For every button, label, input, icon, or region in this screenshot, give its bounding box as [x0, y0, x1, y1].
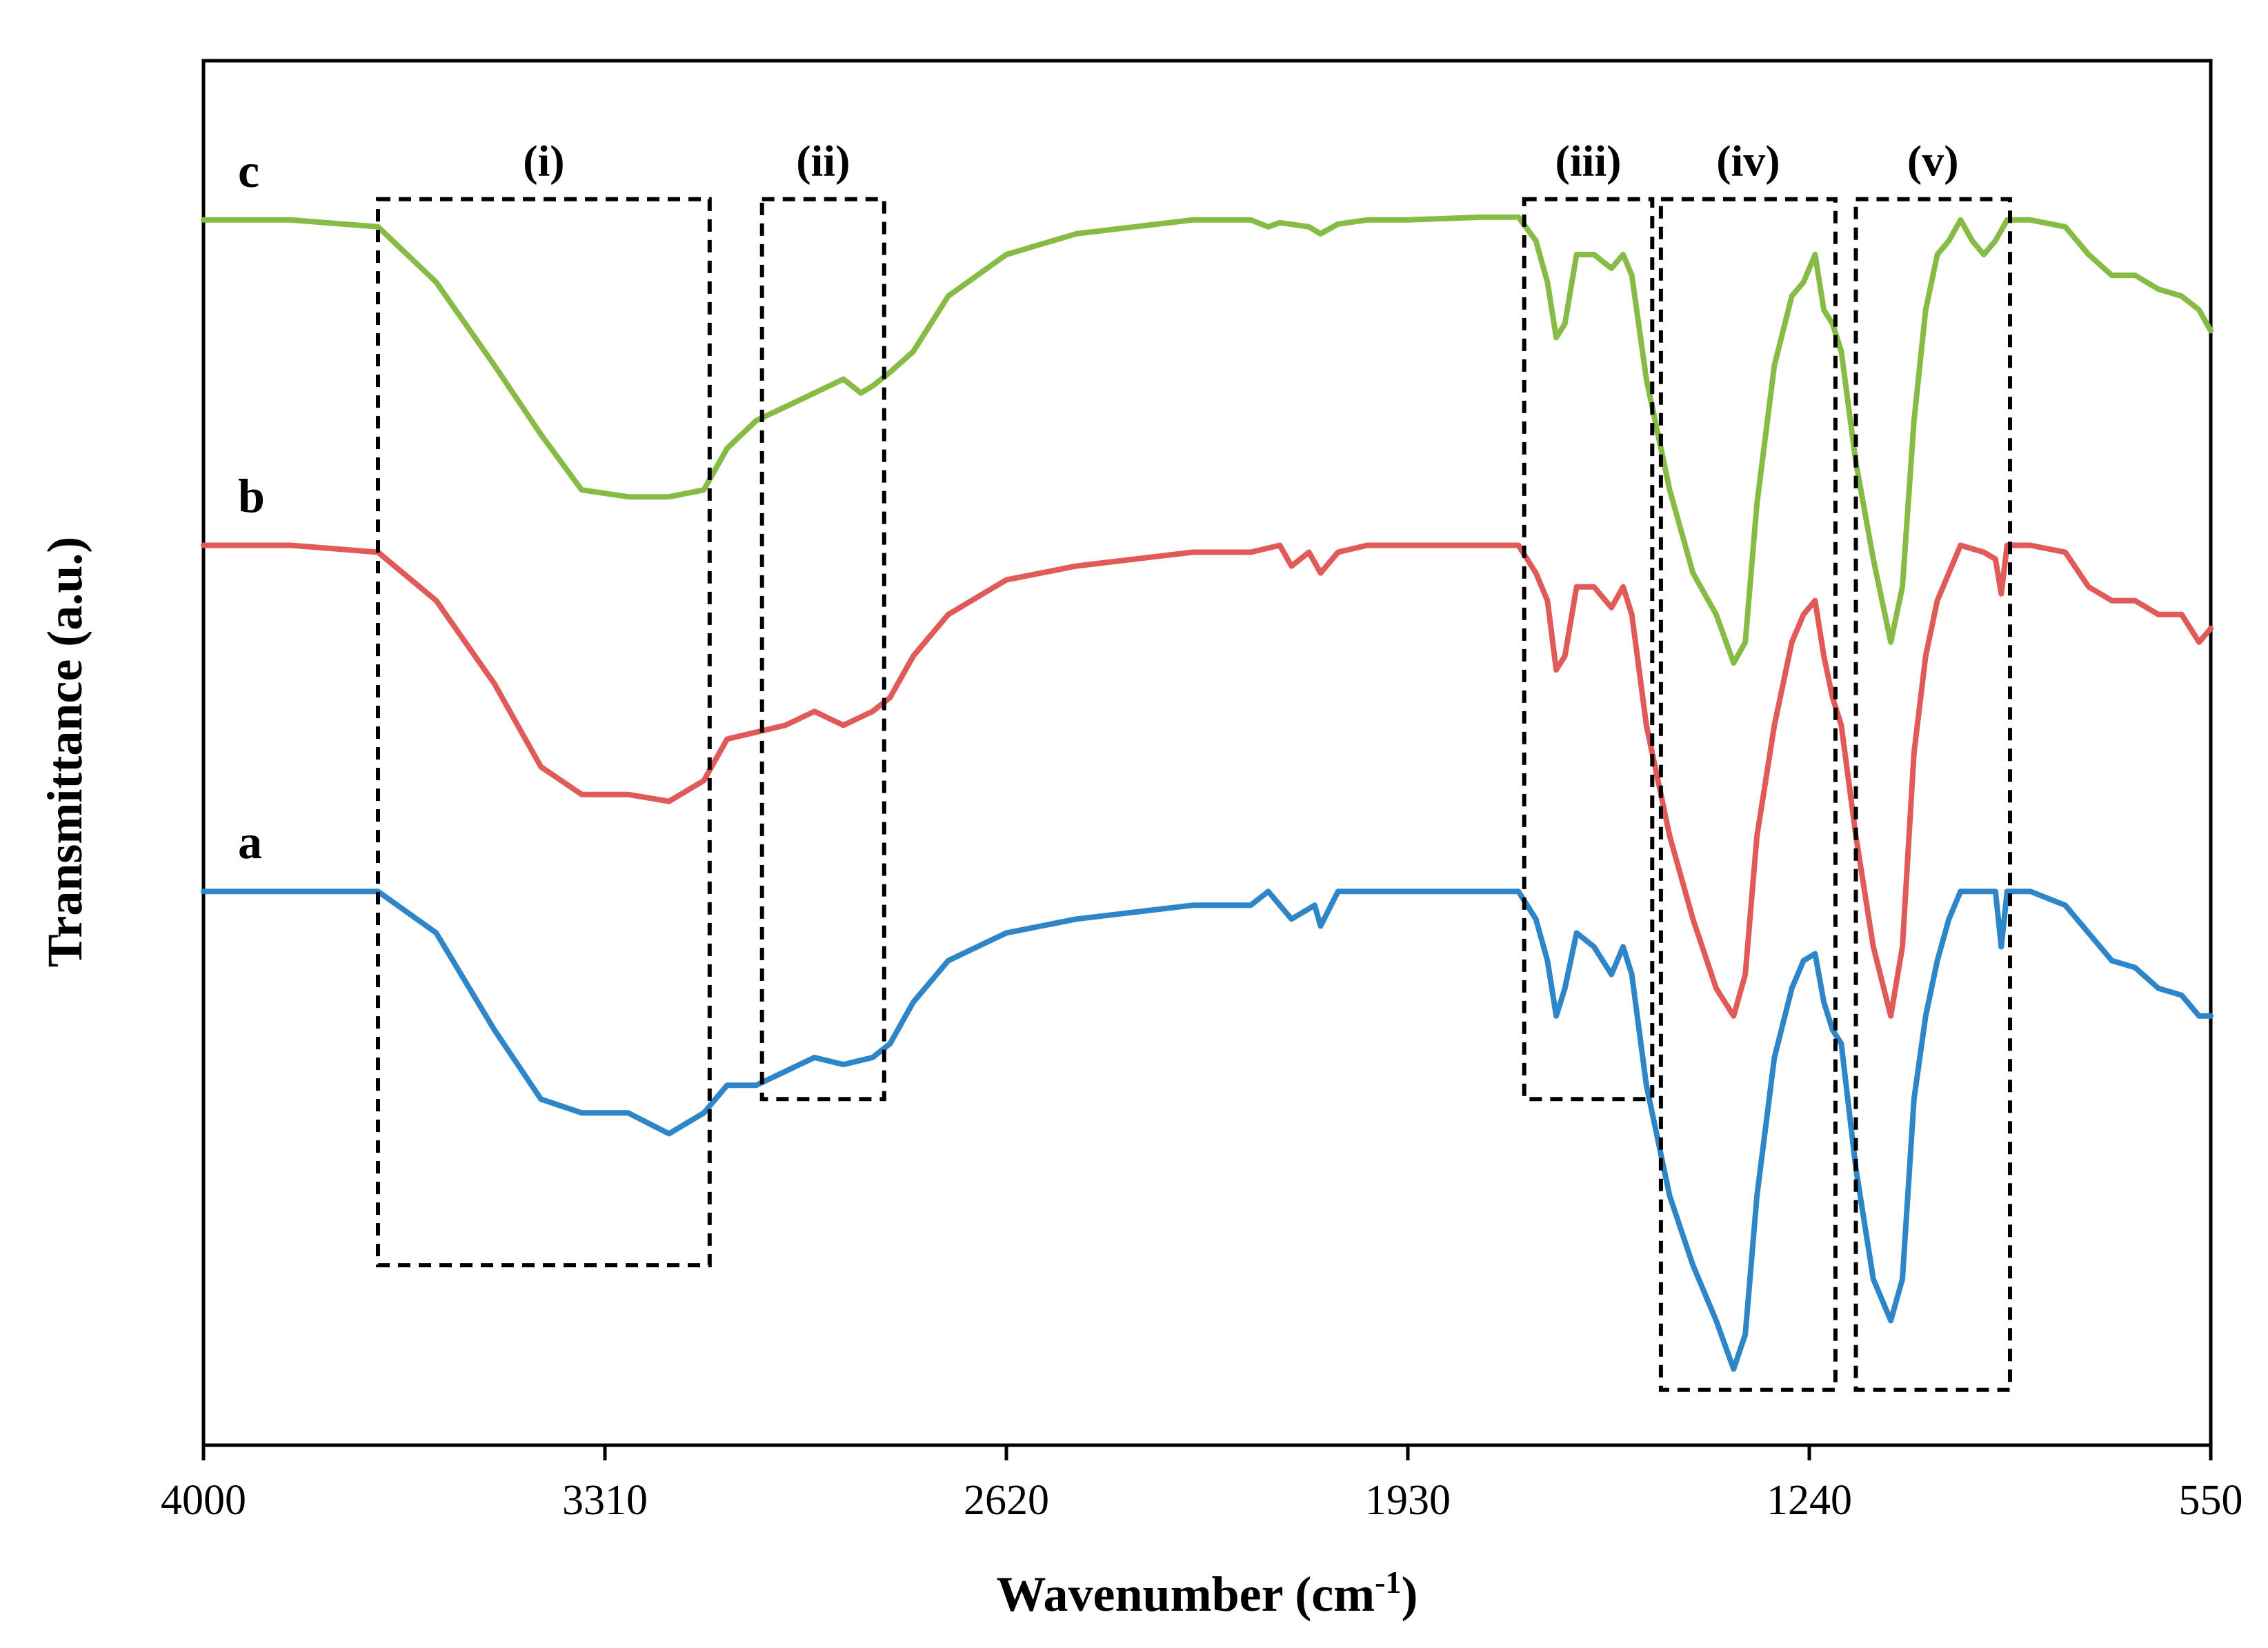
region-label-1: (i) [523, 137, 564, 186]
x-tick-label-1240: 1240 [1767, 1477, 1852, 1524]
x-tick-label-1930: 1930 [1365, 1477, 1451, 1524]
y-axis-title: Transmittance (a.u.) [37, 537, 92, 968]
x-tick-label-3310: 3310 [562, 1477, 648, 1524]
region-box-3 [1522, 197, 1655, 1102]
region-box-1 [376, 197, 712, 1268]
series-label-a: a [238, 816, 262, 869]
series-label-b: b [238, 470, 265, 524]
region-box-5 [1853, 197, 2012, 1392]
series-layer [201, 214, 2214, 1372]
x-axis-title-suffix: ) [1401, 1567, 1418, 1622]
x-tick-label-4000: 4000 [161, 1477, 246, 1524]
series-line-c [201, 214, 2214, 666]
plot-frame [201, 59, 2213, 1447]
series-label-c: c [238, 145, 259, 198]
x-axis-title-superscript: -1 [1375, 1565, 1401, 1600]
x-tick-label-2620: 2620 [964, 1477, 1049, 1524]
region-box-4 [1658, 197, 1838, 1392]
series-line-b [201, 542, 2214, 1019]
series-line-a [201, 888, 2214, 1372]
region-label-5: (v) [1907, 137, 1959, 186]
x-axis-title-text: Wavenumber (cm [997, 1567, 1375, 1622]
region-label-4: (iv) [1716, 137, 1780, 186]
region-label-3: (iii) [1555, 137, 1622, 186]
x-tick-layer: 4000 3310 2620 1930 1240 550 [161, 1445, 2243, 1524]
x-tick-label-550: 550 [2179, 1477, 2243, 1524]
region-layer: (i) (ii) (iii) (iv) (v) [376, 137, 2012, 1392]
region-label-2: (ii) [796, 137, 850, 186]
x-axis-title: Wavenumber (cm-1) [997, 1565, 1418, 1622]
region-box-2 [759, 197, 886, 1102]
series-label-layer: a b c [238, 145, 265, 869]
